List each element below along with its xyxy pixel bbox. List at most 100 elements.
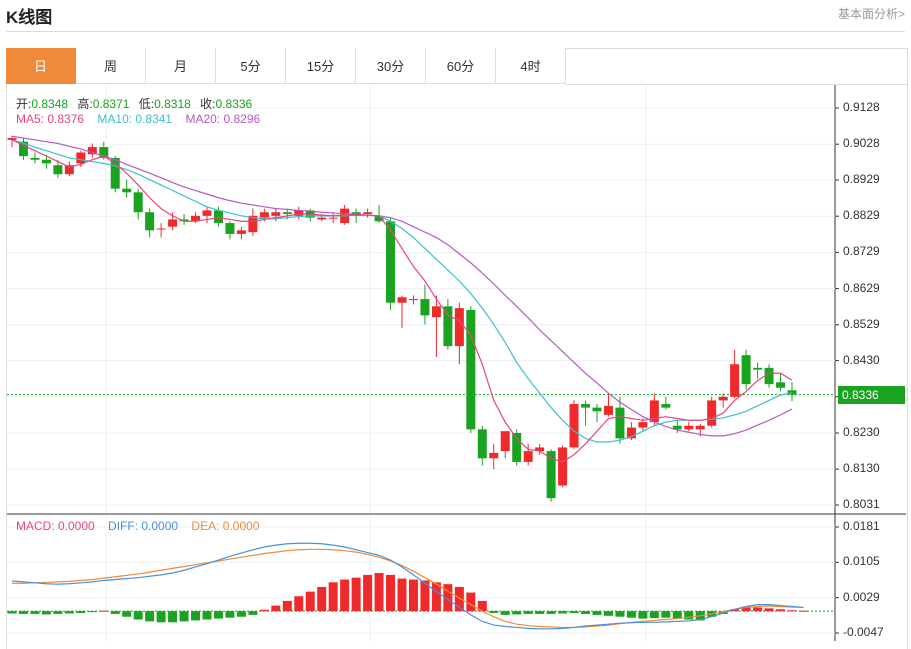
macd-bar (271, 605, 281, 612)
candle-body (386, 221, 396, 303)
candle-body (603, 405, 613, 415)
macd-bar (248, 611, 258, 615)
candle-body (523, 451, 533, 462)
macd-bar (684, 611, 694, 620)
candle-body (512, 432, 522, 462)
candle-body (294, 210, 304, 216)
tab-60min[interactable]: 60分 (426, 48, 496, 84)
candle-body (707, 400, 717, 426)
candle-body (7, 138, 17, 140)
candle-body (30, 157, 40, 160)
tab-5min[interactable]: 5分 (216, 48, 286, 84)
macd-bar (466, 592, 476, 612)
fundamental-analysis-link[interactable]: 基本面分析> (837, 7, 905, 21)
macd-bar (776, 609, 786, 612)
macd-bar (523, 611, 533, 614)
macd-bar (443, 584, 453, 612)
candle-body (489, 452, 499, 459)
candle-body (454, 308, 464, 347)
price-tick-label: 0.8430 (843, 352, 880, 367)
macd-bar (41, 611, 51, 615)
candle-body (672, 425, 682, 430)
candle-body (76, 152, 86, 164)
macd-bar (581, 611, 591, 614)
candle-body (431, 306, 441, 318)
macd-bar (202, 611, 212, 620)
candle-body (764, 367, 774, 385)
macd-bar (454, 586, 464, 612)
macd-bar (294, 596, 304, 612)
low-value: 低:0.8318 (138, 97, 191, 111)
ma20-value: MA20: 0.8296 (185, 112, 261, 126)
macd-bar (30, 611, 40, 614)
price-tick-label: 0.9028 (843, 136, 880, 151)
candle-body (420, 299, 430, 316)
price-tick-label: 0.8729 (843, 244, 880, 259)
diff-line (11, 542, 804, 630)
macd-bar (592, 611, 602, 615)
macd-bar (638, 611, 648, 619)
candle-body (317, 217, 327, 220)
candle-body (99, 147, 109, 158)
macd-bar (753, 607, 763, 612)
candle-body (443, 306, 453, 347)
macd-bar (661, 611, 671, 618)
candle-body (179, 219, 189, 222)
candle-body (282, 212, 292, 215)
macd-readout: MACD: 0.0000 DIFF: 0.0000 DEA: 0.0000 (16, 519, 269, 533)
candle-body (500, 431, 510, 452)
macd-bar (179, 611, 189, 622)
candle-body (535, 447, 545, 452)
ma-readout: MA5: 0.8376 MA10: 0.8341 MA20: 0.8296 (16, 112, 270, 126)
dea-value: DEA: 0.0000 (191, 519, 260, 533)
candle-body (202, 210, 212, 216)
macd-bar (603, 611, 613, 616)
tab-bar-fill (566, 48, 907, 85)
macd-bar (213, 611, 223, 619)
close-value: 收:0.8336 (200, 97, 253, 111)
candle-body (156, 228, 166, 230)
candle-body (328, 217, 338, 219)
candle-body (87, 147, 97, 155)
candle-body (110, 157, 120, 189)
macd-bar (672, 611, 682, 619)
tab-day[interactable]: 日 (6, 48, 76, 84)
candle-body (695, 425, 705, 430)
candle-body (191, 215, 201, 222)
macd-bar (340, 579, 350, 612)
candle-body (787, 390, 797, 395)
macd-bar (168, 611, 178, 623)
macd-bar (431, 582, 441, 612)
macd-bar (133, 611, 143, 620)
macd-bar (397, 578, 407, 612)
ohlc-readout: 开:0.8348 高:0.8371 低:0.8318 收:0.8336 (16, 95, 258, 112)
macd-bar (76, 611, 86, 614)
macd-bar (626, 611, 636, 618)
candle-body (466, 309, 476, 430)
candle-body (145, 212, 155, 231)
ma5-value: MA5: 0.8376 (16, 112, 85, 126)
macd-bar (363, 574, 373, 612)
macd-bar (649, 611, 659, 619)
macd-bar (145, 611, 155, 622)
tab-week[interactable]: 周 (76, 48, 146, 84)
price-tick-label: 0.8529 (843, 316, 880, 331)
page-title: K线图 (6, 8, 53, 27)
tab-30min[interactable]: 30分 (356, 48, 426, 84)
candle-body (569, 404, 579, 448)
macd-tick-label: -0.0047 (843, 625, 884, 639)
tab-month[interactable]: 月 (146, 48, 216, 84)
macd-bar (87, 611, 97, 613)
candle-body (168, 219, 178, 227)
candle-body (374, 215, 384, 222)
candle-body (259, 212, 269, 218)
macd-bar (259, 609, 269, 612)
header-divider (6, 31, 905, 32)
ma20-line (11, 135, 793, 437)
macd-bar (110, 611, 120, 614)
tab-4hour[interactable]: 4时 (496, 48, 566, 84)
tab-15min[interactable]: 15分 (286, 48, 356, 84)
macd-bar (305, 591, 315, 612)
macd-bar (351, 577, 361, 612)
